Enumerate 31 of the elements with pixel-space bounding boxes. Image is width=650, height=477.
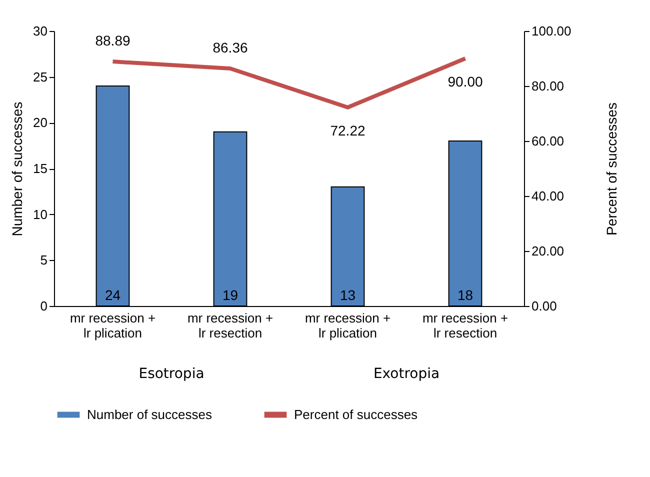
y2-axis-title: Percent of successes bbox=[603, 102, 620, 236]
y2-tick-label: 100.00 bbox=[532, 24, 572, 38]
y-tick-label: 15 bbox=[33, 161, 48, 176]
x-tick-label: mr recession + lr resection bbox=[422, 310, 508, 340]
y2-tick-label: 0.00 bbox=[532, 298, 557, 314]
x-tick-label: mr recession + lr plication bbox=[70, 310, 156, 340]
x-tick-label: mr recession + lr plication bbox=[304, 310, 391, 340]
y2-tick-label: 40.00 bbox=[532, 188, 564, 204]
y2-tick-label: 80.00 bbox=[532, 78, 564, 94]
text: Exotropia bbox=[373, 366, 440, 382]
y-tick-label: 0 bbox=[40, 298, 48, 314]
data-label: 18 bbox=[457, 287, 474, 303]
y2-tick-label: 20.00 bbox=[532, 244, 564, 258]
y-tick-label: 5 bbox=[40, 252, 48, 268]
legend-label: Percent of successes bbox=[294, 406, 418, 422]
data-label: 90.00 bbox=[448, 74, 483, 90]
y-tick-label: 25 bbox=[33, 69, 48, 84]
y-tick-label: 10 bbox=[33, 206, 48, 222]
y-tick-label: 30 bbox=[33, 24, 48, 38]
y2-tick-label: 60.00 bbox=[532, 134, 564, 148]
data-label: 13 bbox=[340, 287, 356, 303]
legend-label: Number of successes bbox=[87, 406, 212, 422]
text: Esotropia bbox=[138, 366, 204, 382]
data-label: 86.36 bbox=[212, 40, 248, 56]
y-tick-label: 20 bbox=[33, 115, 48, 130]
x-tick-label: mr recession + lr resection bbox=[187, 310, 274, 340]
data-label: 72.22 bbox=[330, 122, 366, 138]
data-label: 19 bbox=[222, 287, 238, 303]
data-label: 24 bbox=[104, 287, 121, 303]
data-label: 88.89 bbox=[95, 32, 130, 49]
y-axis-title: Number of successes bbox=[9, 102, 26, 236]
